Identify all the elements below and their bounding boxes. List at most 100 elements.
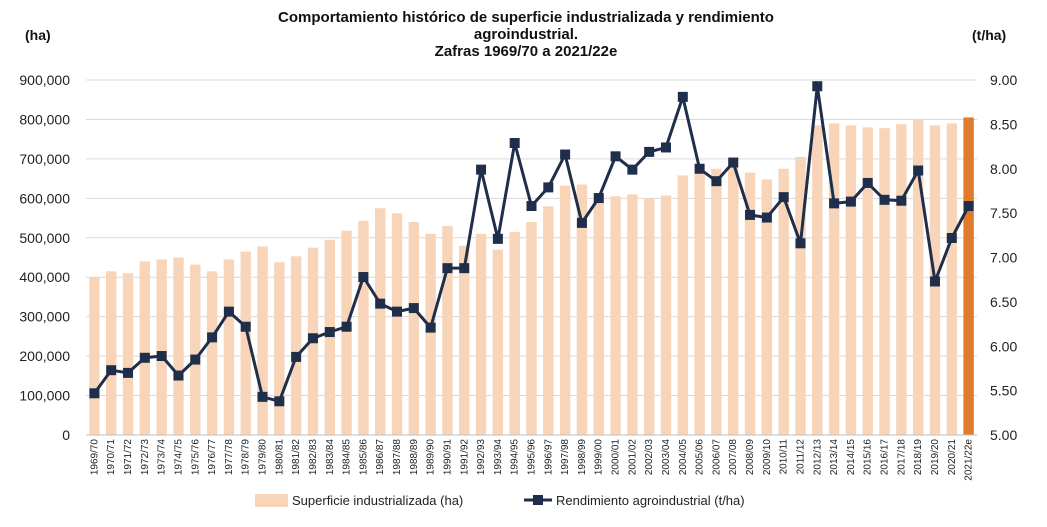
x-tick-label: 1986/87 xyxy=(375,439,386,476)
left-axis-unit: (ha) xyxy=(25,27,51,43)
left-tick-label: 500,000 xyxy=(19,230,70,246)
bar xyxy=(257,246,268,435)
bar xyxy=(963,117,974,435)
bar xyxy=(509,231,520,435)
x-tick-label: 1978/79 xyxy=(241,439,252,476)
yield-point xyxy=(425,322,436,333)
x-tick-label: 1976/77 xyxy=(207,439,218,476)
yield-point xyxy=(408,303,419,314)
yield-point xyxy=(660,142,671,153)
bar xyxy=(862,127,873,435)
yield-point xyxy=(492,233,503,244)
bar xyxy=(828,123,840,435)
yield-point xyxy=(913,165,924,176)
right-axis-unit: (t/ha) xyxy=(972,27,1006,43)
yield-point xyxy=(829,198,840,209)
yield-point xyxy=(778,192,789,203)
yield-point xyxy=(946,232,957,243)
left-tick-label: 300,000 xyxy=(19,309,70,325)
yield-point xyxy=(543,182,554,193)
x-tick-label: 2008/09 xyxy=(745,439,756,476)
yield-point xyxy=(761,212,772,223)
bar xyxy=(190,264,201,435)
bar xyxy=(660,195,672,435)
x-tick-label: 2006/07 xyxy=(711,439,722,476)
bar xyxy=(845,125,857,435)
yield-point xyxy=(223,306,234,317)
right-tick-label: 7.00 xyxy=(990,250,1017,266)
yield-point xyxy=(190,354,201,365)
x-tick-label: 1980/81 xyxy=(274,439,285,476)
x-tick-label: 1979/80 xyxy=(258,439,269,476)
bar xyxy=(459,245,470,435)
x-tick-label: 1994/95 xyxy=(510,439,521,476)
right-tick-label: 5.50 xyxy=(990,383,1017,399)
x-tick-label: 2020/21 xyxy=(947,439,958,476)
yield-point xyxy=(526,201,537,212)
x-tick-label: 1996/97 xyxy=(543,439,554,476)
legend-bar-swatch xyxy=(255,494,288,507)
yield-point xyxy=(89,388,100,399)
yield-point xyxy=(694,163,705,174)
x-tick-label: 1975/76 xyxy=(190,439,201,476)
bar xyxy=(425,233,436,435)
chart-title-line-2: agroindustrial. xyxy=(474,26,578,43)
yield-point xyxy=(358,272,369,283)
bar xyxy=(879,128,890,435)
x-tick-label: 1970/71 xyxy=(106,439,117,476)
x-tick-label: 2000/01 xyxy=(611,439,622,476)
yield-point xyxy=(795,238,806,249)
x-tick-label: 1998/99 xyxy=(577,439,588,476)
bar xyxy=(912,119,924,435)
x-tick-label: 1995/96 xyxy=(527,439,538,476)
bar xyxy=(374,208,386,435)
bar xyxy=(290,256,302,435)
yield-point xyxy=(845,196,856,207)
x-tick-label: 1992/93 xyxy=(476,439,487,476)
bar xyxy=(240,251,251,435)
yield-point xyxy=(123,367,134,378)
legend-line-marker xyxy=(533,495,543,505)
yield-point xyxy=(307,333,318,344)
x-tick-label: 1984/85 xyxy=(342,439,353,476)
x-tick-label: 1985/86 xyxy=(358,439,369,476)
bar xyxy=(694,173,705,435)
bar xyxy=(106,271,117,435)
right-tick-label: 9.00 xyxy=(990,72,1017,88)
yield-point xyxy=(392,306,403,317)
x-tick-label: 2010/11 xyxy=(779,439,790,475)
yield-point xyxy=(509,138,520,149)
x-tick-label: 1988/89 xyxy=(409,439,420,476)
bar xyxy=(391,213,403,435)
chart-title-line-3: Zafras 1969/70 a 2021/22e xyxy=(435,43,618,60)
right-tick-label: 8.50 xyxy=(990,116,1017,132)
yield-point xyxy=(728,157,739,168)
chart-title-line-1: Comportamiento histórico de superficie i… xyxy=(278,9,774,26)
bar xyxy=(358,220,369,435)
x-tick-label: 2013/14 xyxy=(829,439,840,476)
bar xyxy=(408,222,420,435)
right-tick-label: 5.00 xyxy=(990,427,1017,443)
x-tick-label: 2003/04 xyxy=(661,439,672,476)
bar xyxy=(341,230,352,435)
bar xyxy=(173,257,184,435)
yield-point xyxy=(341,321,352,332)
yield-point xyxy=(812,81,823,92)
left-tick-label: 100,000 xyxy=(19,388,70,404)
bar xyxy=(89,277,100,435)
left-tick-label: 0 xyxy=(62,427,70,443)
left-tick-label: 400,000 xyxy=(19,269,70,285)
left-tick-label: 900,000 xyxy=(19,72,70,88)
x-tick-label: 2001/02 xyxy=(627,439,638,476)
line-series xyxy=(89,81,974,407)
x-tick-label: 1973/74 xyxy=(157,439,168,476)
x-tick-label: 2005/06 xyxy=(695,439,706,476)
x-tick-label: 1972/73 xyxy=(140,439,151,476)
x-tick-label: 1987/88 xyxy=(392,439,403,476)
yield-point xyxy=(963,201,974,212)
yield-point xyxy=(929,276,940,287)
x-tick-label: 2018/19 xyxy=(913,439,924,476)
bar xyxy=(778,168,789,435)
bar xyxy=(223,259,235,435)
